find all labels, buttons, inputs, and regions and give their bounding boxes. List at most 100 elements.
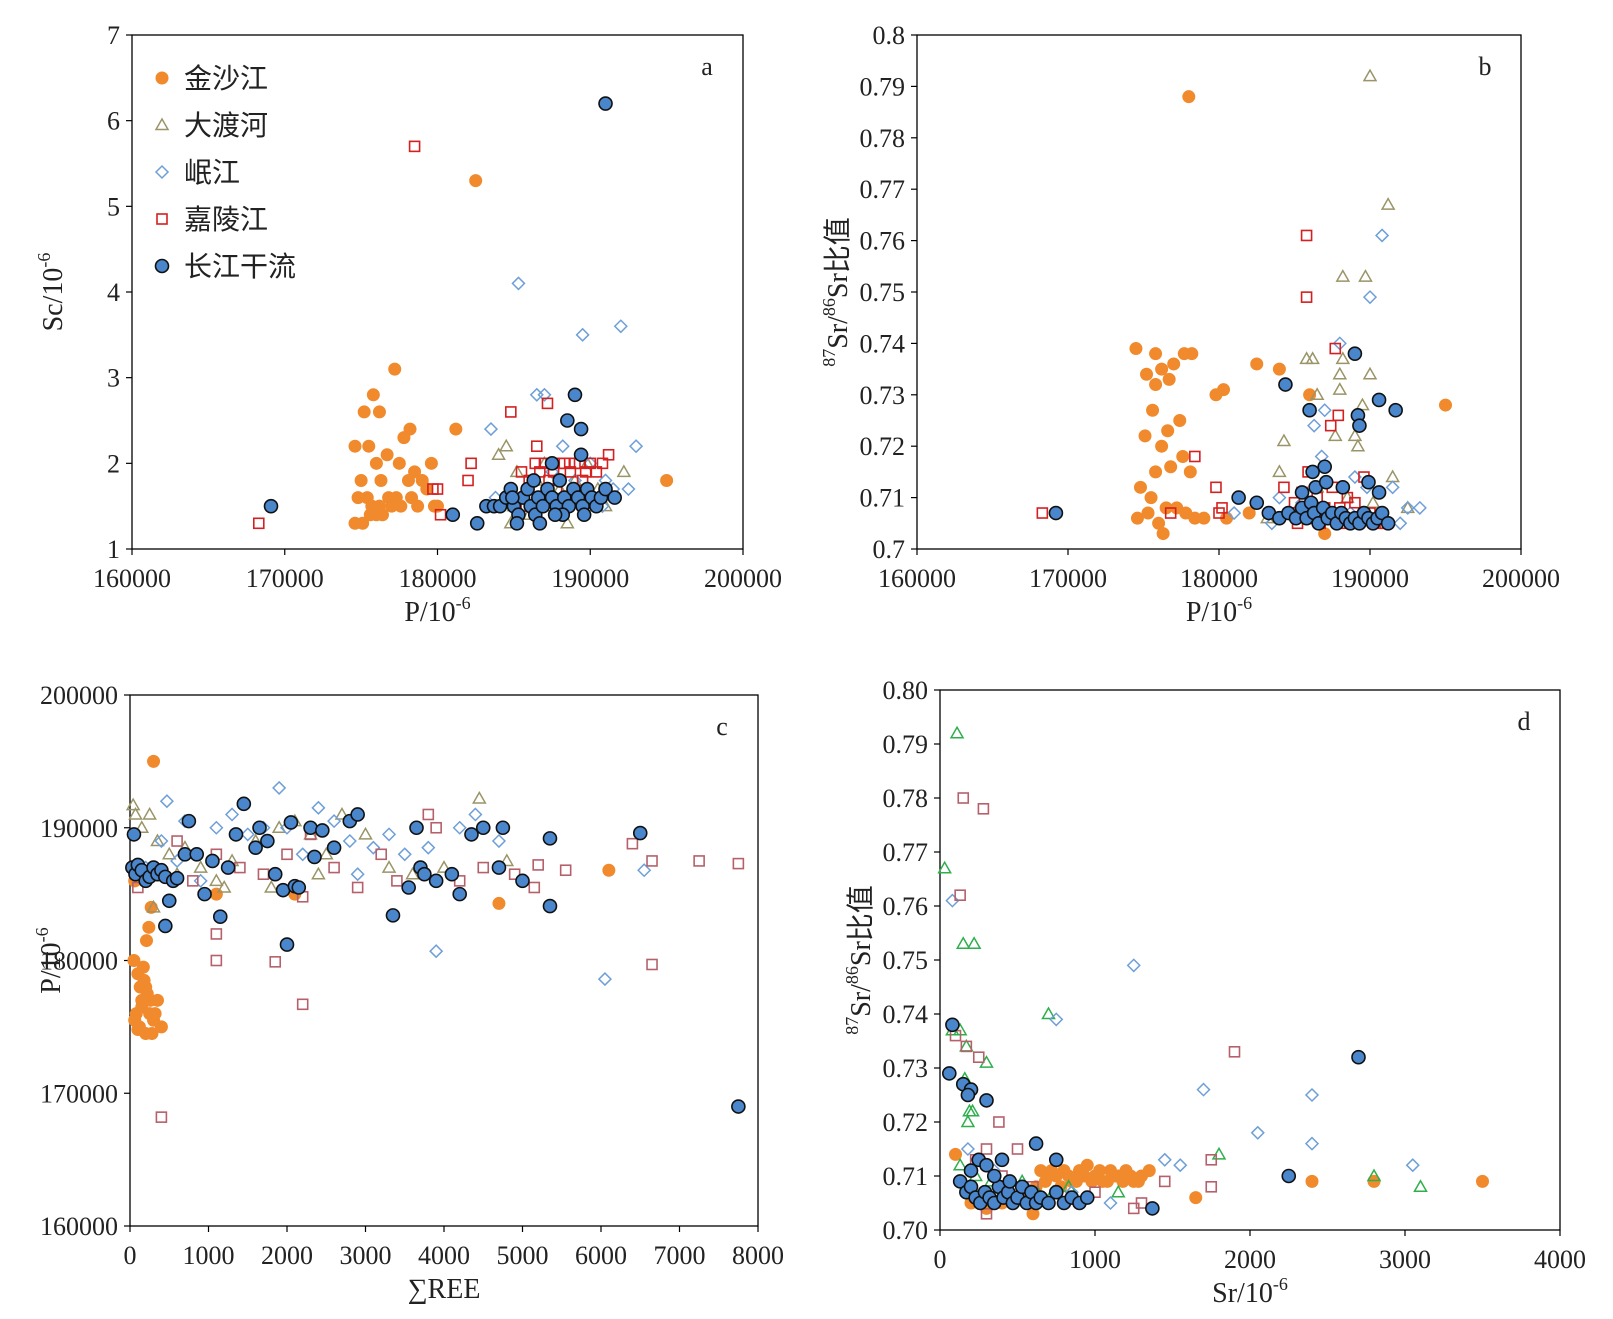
series-jialing	[132, 808, 745, 1123]
x-tick-label: 200000	[704, 564, 782, 593]
data-point	[1405, 1158, 1420, 1173]
panel-d-chart: 0 1000 2000 3000 4000 0.70 0.71 0.72 0.73 0.74 0.7…	[842, 676, 1586, 1309]
data-point	[1162, 372, 1176, 386]
x-tick-label: 180000	[1180, 564, 1258, 593]
data-point	[411, 499, 425, 513]
x-tick-label: 160000	[878, 564, 956, 593]
data-point	[616, 464, 632, 478]
data-point	[573, 447, 589, 463]
x-tick-label: 160000	[93, 564, 171, 593]
data-point	[181, 813, 197, 829]
data-point	[499, 853, 515, 867]
data-point	[143, 993, 157, 1007]
data-point	[560, 515, 575, 529]
data-point	[1164, 460, 1178, 474]
data-point	[960, 1141, 975, 1157]
data-point	[146, 899, 161, 913]
data-point	[960, 1087, 976, 1103]
data-point	[1049, 1012, 1064, 1027]
y-tick-label: 0.77	[860, 175, 906, 204]
data-point	[1149, 378, 1163, 392]
data-point	[444, 866, 460, 882]
data-point	[492, 896, 506, 910]
panel-label: b	[1479, 52, 1492, 81]
data-point	[1173, 414, 1187, 427]
data-point	[544, 456, 560, 471]
data-point	[1317, 459, 1332, 475]
data-point	[532, 515, 548, 531]
data-point	[224, 807, 240, 822]
data-point	[598, 96, 613, 111]
y-tick-label: 0.79	[860, 72, 906, 101]
x-tick-label: 7000	[654, 1241, 706, 1270]
data-point	[1205, 1154, 1218, 1166]
data-point	[197, 886, 212, 902]
data-point	[381, 827, 397, 842]
data-point	[511, 276, 526, 291]
data-point	[646, 855, 658, 867]
data-point	[491, 860, 507, 875]
data-point	[1305, 1174, 1319, 1188]
data-point	[980, 1208, 993, 1220]
y-tick-label: 0.78	[883, 784, 929, 813]
data-point	[1351, 1049, 1366, 1065]
data-point	[1305, 351, 1320, 365]
series-mainstem	[263, 96, 622, 531]
data-point	[267, 866, 283, 882]
data-point	[1211, 1146, 1227, 1160]
data-point	[529, 387, 544, 402]
data-point	[1157, 1152, 1172, 1167]
x-tick-label: 0	[124, 1241, 137, 1270]
y-tick-label: 0.77	[883, 838, 929, 867]
legend-label: 金沙江	[184, 62, 268, 95]
y-tick-label: 0.79	[883, 730, 929, 759]
data-point	[1327, 428, 1343, 442]
data-point	[1048, 1152, 1064, 1168]
data-point	[972, 1051, 985, 1063]
data-point	[381, 860, 397, 873]
data-point	[1227, 505, 1242, 521]
data-point	[542, 898, 558, 914]
data-point	[128, 806, 143, 820]
data-point	[937, 860, 952, 874]
x-tick-label: 3000	[340, 1241, 392, 1270]
data-point	[1228, 1046, 1241, 1058]
data-point	[1352, 418, 1367, 433]
data-point	[1183, 465, 1197, 479]
data-point	[401, 473, 415, 487]
data-point	[1146, 403, 1160, 417]
data-point	[150, 833, 165, 847]
x-tick-label: 5000	[497, 1241, 549, 1270]
data-point	[193, 873, 208, 888]
data-point	[621, 481, 636, 497]
data-point	[954, 889, 966, 902]
legend-marker	[156, 213, 168, 225]
legend-item-jinsha: 金沙江	[155, 62, 268, 95]
data-point	[291, 880, 307, 895]
data-point	[161, 846, 177, 860]
data-point	[136, 960, 150, 974]
data-point	[464, 827, 479, 842]
x-tick-label: 1000	[183, 1241, 235, 1270]
data-point	[1158, 1175, 1171, 1188]
x-tick-label: 180000	[399, 564, 477, 593]
data-point	[1362, 290, 1378, 305]
data-point	[1300, 229, 1313, 242]
data-point	[576, 507, 592, 523]
data-point	[374, 473, 388, 487]
data-point	[1028, 1136, 1044, 1151]
y-tick-label: 0.73	[860, 381, 906, 410]
data-point	[171, 835, 183, 847]
data-point	[125, 797, 141, 811]
data-point	[134, 820, 150, 833]
data-point	[236, 796, 252, 812]
data-point	[977, 802, 990, 815]
data-point	[296, 998, 309, 1011]
data-point	[209, 820, 224, 835]
data-point	[385, 908, 401, 923]
data-point	[597, 972, 612, 987]
data-point	[295, 847, 310, 862]
data-point	[945, 1017, 960, 1033]
data-point	[366, 388, 380, 402]
data-point	[1210, 481, 1222, 494]
